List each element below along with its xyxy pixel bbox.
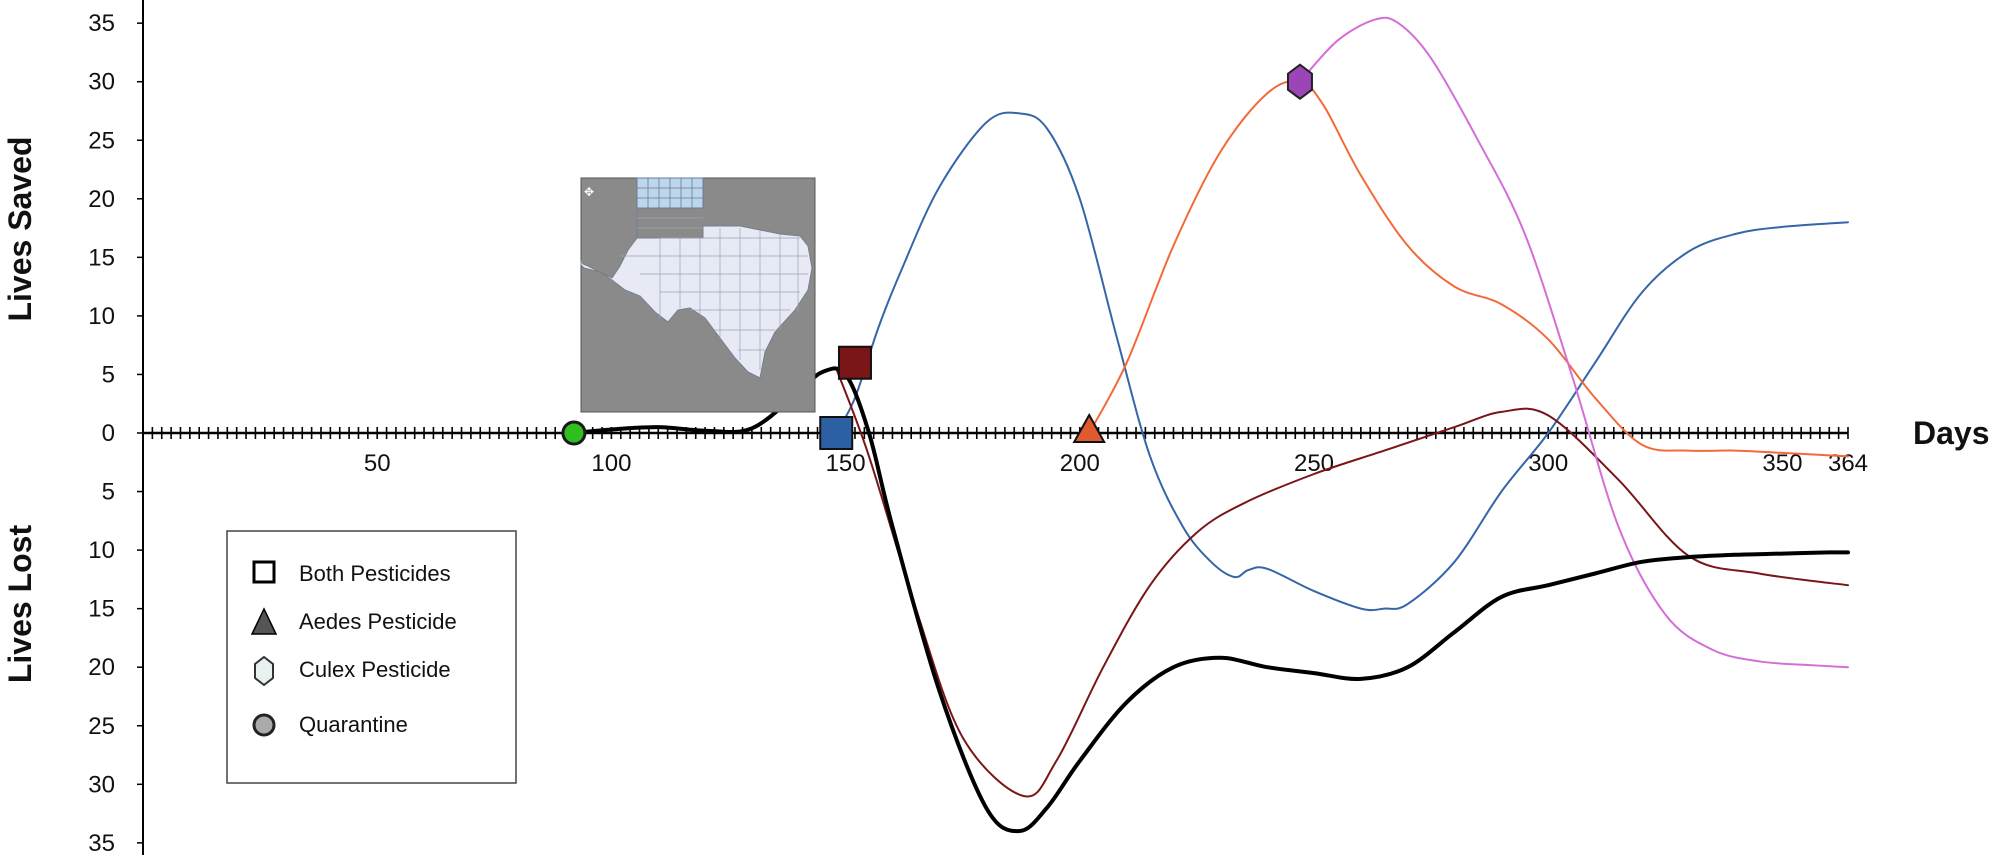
legend: Both Pesticides Aedes Pesticide Culex Pe… — [226, 530, 517, 784]
y-tick-label: 15 — [88, 244, 115, 271]
legend-label-quarantine: Quarantine — [299, 712, 408, 737]
marker-both-pesticides — [819, 416, 854, 450]
x-tick-label: 100 — [591, 450, 631, 477]
legend-label-both-pesticides: Both Pesticides — [299, 561, 451, 586]
x-tick-label: 150 — [826, 450, 866, 477]
legend-item-both-pesticides: Both Pesticides — [252, 560, 451, 586]
series-line-1 — [835, 111, 1849, 612]
series-line-4 — [1299, 16, 1849, 669]
y-tick-label: 20 — [88, 186, 115, 213]
marker-quarantine — [561, 420, 587, 446]
legend-label-aedes-pesticide: Aedes Pesticide — [299, 609, 457, 634]
map-county-lines — [620, 217, 808, 370]
markers-layer — [561, 63, 1313, 450]
square-icon — [252, 560, 276, 584]
y-tick-label: 20 — [88, 654, 115, 681]
texas-map-image: ✥ — [580, 177, 816, 413]
x-tick-label: 50 — [364, 450, 391, 477]
circle-icon — [252, 713, 276, 737]
axes: 50 100 150 200 250 300 350 364 3530252015105051… — [88, 0, 1868, 857]
y-axis-title-saved: Lives Saved — [2, 137, 38, 322]
map-compass-glyph: ✥ — [584, 185, 594, 199]
series-line-3 — [1088, 80, 1849, 458]
x-tick-label: 250 — [1294, 450, 1334, 477]
legend-label-culex-pesticide: Culex Pesticide — [299, 657, 451, 682]
map-state-shape — [580, 208, 813, 379]
y-ticks — [137, 22, 143, 844]
y-tick-label: 5 — [102, 361, 115, 388]
series-layer — [571, 16, 1850, 834]
y-tick-label: 25 — [88, 127, 115, 154]
y-axis-title-lost: Lives Lost — [2, 525, 38, 684]
y-tick-label: 10 — [88, 537, 115, 564]
y-tick-label: 10 — [88, 303, 115, 330]
triangle-icon — [250, 607, 278, 635]
y-tick-label: 5 — [102, 479, 115, 506]
x-axis-title: Days — [1913, 415, 1990, 451]
x-tick-labels: 50 100 150 200 250 300 350 364 — [364, 450, 1868, 477]
y-tick-label: 30 — [88, 771, 115, 798]
legend-item-aedes-pesticide: Aedes Pesticide — [250, 607, 457, 635]
legend-item-quarantine: Quarantine — [252, 712, 408, 737]
y-tick-labels: 35 30 25 20 15 10 5 0 5 10 15 20 25 30 35 — [88, 10, 115, 857]
hexagon-icon — [254, 655, 274, 687]
y-tick-label: 15 — [88, 596, 115, 623]
marker-both-pesticides — [837, 345, 872, 380]
marker-aedes-pesticide — [1072, 412, 1106, 443]
y-tick-label: 35 — [88, 10, 115, 37]
y-tick-label: 30 — [88, 69, 115, 96]
y-tick-label: 25 — [88, 713, 115, 740]
x-tick-label: 364 — [1828, 450, 1868, 477]
x-tick-label: 300 — [1528, 450, 1568, 477]
marker-culex-pesticide — [1286, 63, 1313, 100]
map-panhandle-lines — [637, 178, 703, 208]
y-tick-label: 0 — [102, 420, 115, 447]
legend-item-culex-pesticide: Culex Pesticide — [254, 655, 451, 687]
y-tick-label: 35 — [88, 830, 115, 857]
series-line-2 — [835, 367, 1849, 798]
x-tick-label: 200 — [1060, 450, 1100, 477]
